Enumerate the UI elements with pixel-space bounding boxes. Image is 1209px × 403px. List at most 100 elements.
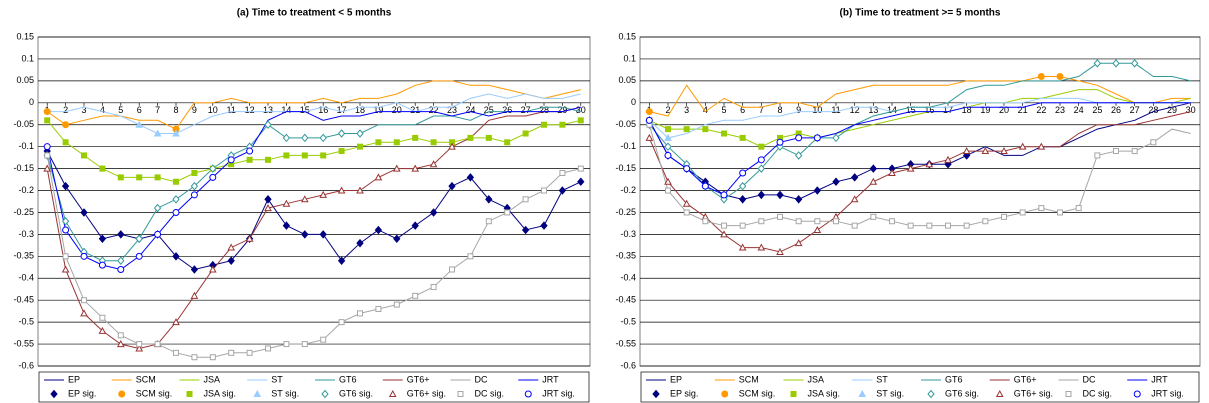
sig-marker	[851, 222, 858, 229]
sig-marker	[701, 182, 709, 190]
sig-marker	[392, 164, 401, 172]
sig-marker	[227, 243, 236, 251]
sig-marker	[757, 156, 765, 164]
sig-marker	[577, 117, 584, 124]
legend-label: SCM sig.	[136, 388, 173, 398]
sig-marker	[645, 116, 653, 124]
sig-marker	[577, 165, 584, 172]
sig-marker	[664, 133, 672, 141]
legend-label: JRT sig.	[542, 388, 575, 398]
legend-label: GT6+ sig.	[1014, 388, 1053, 398]
sig-marker	[227, 256, 235, 265]
sig-marker	[411, 164, 420, 172]
y-tick-label: -0.15	[13, 163, 34, 173]
series-line	[47, 93, 581, 134]
sig-marker	[982, 218, 989, 225]
y-tick-label: -0.25	[615, 207, 636, 217]
sig-marker	[739, 169, 747, 177]
sig-marker	[429, 208, 438, 217]
sig-marker	[374, 225, 383, 235]
y-tick-label: 0.05	[16, 75, 34, 85]
sig-marker	[665, 187, 671, 194]
sig-marker	[135, 344, 144, 352]
sig-marker	[664, 142, 672, 151]
sig-marker	[172, 252, 180, 261]
sig-marker	[1150, 139, 1157, 146]
sig-marker	[62, 226, 70, 234]
sig-marker	[795, 151, 803, 160]
sig-marker	[338, 319, 345, 326]
x-tick-label: 17	[943, 105, 953, 115]
x-tick-label: 27	[1130, 105, 1140, 115]
x-tick-label: 29	[557, 105, 567, 115]
sig-marker	[1037, 142, 1046, 150]
legend-label: SCM	[136, 374, 156, 384]
sig-marker	[209, 164, 217, 173]
legend-marker	[927, 389, 935, 399]
sig-marker	[412, 292, 419, 299]
sig-marker	[356, 238, 364, 248]
legend-label: ST	[876, 374, 888, 384]
y-tick-label: 0.1	[623, 53, 636, 63]
sig-marker	[851, 173, 859, 182]
legend-marker	[50, 389, 58, 399]
plot-area	[639, 36, 1201, 367]
sig-marker	[945, 222, 951, 229]
series-line	[649, 76, 1191, 117]
x-tick-label: 10	[812, 105, 822, 115]
x-tick-label: 19	[373, 105, 383, 115]
sig-marker	[98, 234, 107, 244]
legend-marker	[321, 389, 329, 399]
sig-marker	[135, 120, 144, 128]
legend-label: DC sig.	[1083, 388, 1113, 398]
series-line	[648, 102, 1191, 196]
sig-marker	[1131, 148, 1138, 155]
legend-label: JSA sig.	[808, 388, 841, 398]
sig-marker	[832, 133, 840, 143]
series-line	[46, 80, 581, 130]
y-tick-label: -0.1	[18, 141, 34, 151]
legend-label: JRT sig.	[1151, 388, 1184, 398]
legend-marker	[858, 389, 867, 397]
y-tick-label: -0.4	[620, 273, 636, 283]
sig-marker	[683, 209, 690, 216]
x-tick-label: 19	[980, 105, 990, 115]
series-line	[46, 155, 581, 358]
sig-marker	[1018, 142, 1027, 150]
y-tick-label: -0.1	[620, 141, 636, 151]
sig-marker	[301, 152, 308, 159]
sig-marker	[665, 126, 671, 133]
sig-marker	[393, 301, 400, 308]
y-tick-label: -0.05	[615, 119, 636, 129]
sig-marker	[172, 195, 180, 204]
sig-marker	[1093, 59, 1101, 68]
x-tick-label: 4	[100, 105, 105, 115]
y-tick-label: -0.2	[18, 185, 34, 195]
sig-marker	[832, 177, 840, 187]
x-tick-label: 5	[721, 105, 726, 115]
sig-marker	[173, 349, 179, 356]
sig-marker	[209, 173, 217, 181]
legend-label: GT6	[339, 374, 357, 384]
sig-marker	[869, 164, 877, 173]
x-tick-label: 7	[759, 105, 764, 115]
sig-marker	[1001, 213, 1007, 220]
sig-marker	[559, 121, 566, 128]
sig-marker	[758, 143, 765, 150]
y-tick-label: 0.05	[618, 75, 636, 85]
legend-label: GT6	[945, 374, 963, 384]
sig-marker	[43, 108, 51, 116]
sig-marker	[338, 148, 345, 155]
sig-marker	[98, 261, 106, 269]
sig-marker	[485, 134, 492, 141]
y-tick-label: -0.55	[615, 338, 636, 348]
y-tick-label: -0.15	[615, 163, 636, 173]
panel: (b) Time to treatment >= 5 months0.150.1…	[615, 8, 1201, 403]
x-tick-label: 7	[155, 105, 160, 115]
sig-marker	[739, 181, 747, 191]
x-tick-label: 28	[539, 105, 549, 115]
sig-marker	[153, 203, 162, 213]
sig-marker	[813, 134, 821, 142]
